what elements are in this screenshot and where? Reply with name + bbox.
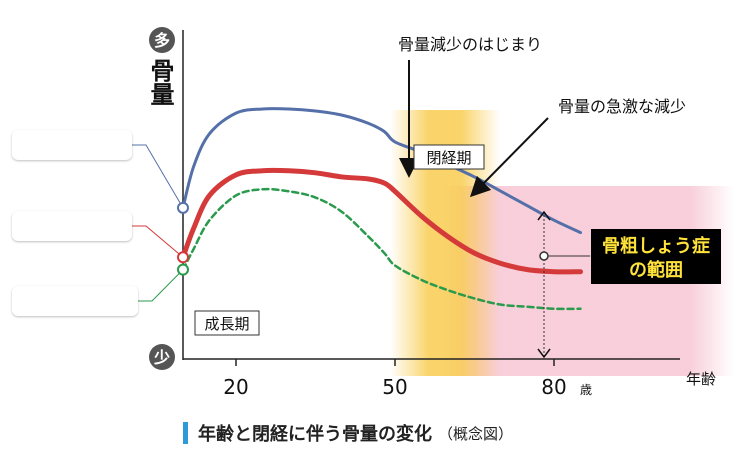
caption-accent-bar bbox=[183, 422, 188, 444]
series-start-dot bbox=[177, 201, 189, 214]
y-top-badge bbox=[149, 27, 175, 53]
series-start-dot bbox=[177, 263, 189, 276]
legend-female-label: 女性 bbox=[55, 218, 88, 237]
menopause-label: 閉経期 bbox=[426, 149, 471, 167]
growth-label-box bbox=[194, 310, 260, 336]
y-axis-label: 骨量 bbox=[146, 58, 174, 106]
legend-connector bbox=[138, 269, 184, 302]
legend-hormone: 女性ホルモン bbox=[12, 286, 138, 316]
legend-connector bbox=[132, 225, 184, 258]
caption-sub: （概念図） bbox=[438, 424, 514, 443]
osteoporosis-range-bottom-arrow bbox=[537, 348, 551, 359]
legend-hormone-label: 女性ホルモン bbox=[26, 293, 123, 312]
x-axis-label: 年齢 bbox=[686, 370, 716, 388]
y-bottom-badge bbox=[149, 344, 175, 370]
female-line bbox=[180, 167, 583, 275]
y-top-label: 多 bbox=[154, 31, 170, 50]
legend-male-label: 男性 bbox=[55, 137, 88, 156]
legend-female: 女性 bbox=[12, 211, 132, 241]
rapid-loss-arrow bbox=[469, 117, 549, 198]
series-start-dot bbox=[177, 251, 189, 264]
osteoporosis-range-top-arrow bbox=[537, 210, 551, 221]
male-line bbox=[181, 107, 582, 235]
x-tick-label: 20 bbox=[223, 375, 248, 399]
start-of-loss-label: 骨量減少のはじまり bbox=[398, 35, 542, 54]
osteoporosis-connector-dot bbox=[539, 251, 549, 261]
x-tick-label: 80 bbox=[541, 375, 566, 399]
x-tick-label: 50 bbox=[382, 375, 407, 399]
y-bottom-label: 少 bbox=[153, 348, 170, 367]
osteoporosis-label: 骨粗しょう症 bbox=[602, 235, 710, 257]
osteoporosis-label-2: の範囲 bbox=[629, 259, 683, 281]
osteoporosis-box bbox=[591, 229, 721, 284]
x-tick-unit: 歳 bbox=[580, 383, 592, 397]
hormone-line bbox=[181, 187, 582, 311]
menopause-label-box bbox=[413, 144, 485, 170]
caption-main: 年齢と閉経に伴う骨量の変化 bbox=[198, 424, 432, 445]
legend-male: 男性 bbox=[12, 130, 132, 160]
growth-label: 成長期 bbox=[204, 315, 249, 333]
figure-caption: 年齢と閉経に伴う骨量の変化 （概念図） bbox=[183, 420, 513, 446]
rapid-loss-label: 骨量の急激な減少 bbox=[558, 97, 686, 116]
legend-connector bbox=[132, 144, 184, 209]
